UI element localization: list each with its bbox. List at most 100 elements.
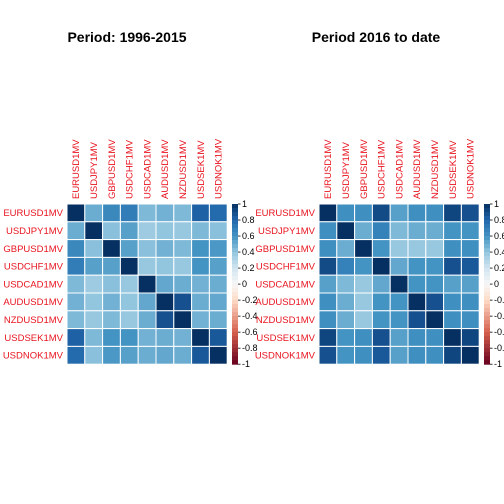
column-label: USDNOK1MV: [466, 138, 477, 199]
heatmap-cell: [155, 292, 175, 312]
heatmap-cell: [407, 328, 427, 347]
heatmap-cell: [208, 203, 228, 223]
heatmap-cell: [119, 256, 139, 276]
colorbar-segment: [232, 336, 238, 341]
heatmap-cell: [119, 292, 139, 312]
colorbar-segment: [484, 244, 490, 249]
heatmap-cell: [336, 274, 356, 294]
colorbar-segment: [484, 312, 490, 317]
heatmap-cell: [208, 221, 228, 241]
colorbar-tick-label: 0.2: [494, 263, 504, 273]
heatmap-cell: [336, 221, 356, 241]
colorbar-tick-label: 0.2: [242, 263, 255, 273]
heatmap-cell: [354, 274, 373, 294]
colorbar-segment: [232, 328, 238, 333]
heatmap-cell: [102, 203, 121, 223]
heatmap-cell: [66, 221, 86, 241]
row-label: USDCAD1MV: [255, 279, 315, 290]
heatmap-cell: [318, 292, 338, 312]
heatmap-cell: [155, 239, 175, 258]
heatmap-cell: [84, 328, 104, 347]
heatmap-cell: [208, 345, 228, 365]
heatmap-cell: [425, 203, 445, 223]
heatmap-cell: [336, 203, 356, 223]
heatmap-cell: [155, 345, 175, 365]
colorbar-segment: [232, 228, 238, 233]
heatmap-cell: [191, 345, 210, 365]
heatmap-cell: [102, 274, 121, 294]
heatmap-cell: [460, 239, 480, 258]
colorbar-segment: [232, 324, 238, 329]
heatmap-cell: [389, 292, 409, 312]
heatmap-cell: [137, 239, 157, 258]
heatmap-cell: [66, 203, 86, 223]
heatmap-cell: [102, 221, 121, 241]
colorbar-segment: [232, 320, 238, 325]
colorbar-segment: [484, 336, 490, 341]
heatmap-cell: [191, 203, 210, 223]
heatmap-cell: [191, 292, 210, 312]
colorbar-segment: [232, 316, 238, 321]
heatmap-cell: [460, 256, 480, 276]
heatmap-cell: [66, 239, 86, 258]
colorbar-segment: [232, 292, 238, 297]
colorbar-segment: [484, 276, 490, 281]
heatmap-cell: [191, 310, 210, 330]
colorbar-segment: [232, 296, 238, 301]
colorbar-segment: [232, 232, 238, 237]
row-label: USDSEK1MV: [256, 333, 315, 344]
heatmap-cell: [119, 310, 139, 330]
heatmap-cell: [425, 274, 445, 294]
colorbar-segment: [484, 300, 490, 305]
colorbar-segment: [232, 312, 238, 317]
colorbar-segment: [232, 244, 238, 249]
colorbar-segment: [484, 272, 490, 277]
colorbar-segment: [232, 272, 238, 277]
colorbar-tick-label: -0.6: [242, 327, 258, 337]
row-label: USDNOK1MV: [255, 351, 316, 362]
colorbar-segment: [232, 308, 238, 313]
heatmap-cell: [336, 292, 356, 312]
colorbar-segment: [232, 300, 238, 305]
colorbar-tick-label: -1: [242, 359, 250, 369]
heatmap-cell: [66, 310, 86, 330]
colorbar-segment: [484, 208, 490, 213]
column-label: NZDUSD1MV: [430, 139, 441, 199]
colorbar-segment: [232, 304, 238, 309]
colorbar-segment: [484, 204, 490, 209]
heatmap-cell: [84, 274, 104, 294]
colorbar-segment: [232, 344, 238, 349]
heatmap-cell: [336, 345, 356, 365]
row-label: GBPUSD1MV: [3, 244, 63, 255]
column-label: USDSEK1MV: [448, 140, 459, 199]
heatmap-cell: [389, 310, 409, 330]
heatmap-cell: [119, 221, 139, 241]
column-label: USDJPY1MV: [89, 141, 100, 199]
heatmap-cell: [460, 221, 480, 241]
heatmap-cell: [371, 345, 391, 365]
heatmap-cell: [66, 256, 86, 276]
heatmap-cell: [137, 345, 157, 365]
colorbar-segment: [484, 292, 490, 297]
colorbar-segment: [232, 252, 238, 257]
heatmap-cell: [443, 274, 462, 294]
colorbar-segment: [484, 348, 490, 353]
heatmap-cell: [155, 310, 175, 330]
heatmap-cell: [102, 292, 121, 312]
heatmap-cell: [173, 239, 193, 258]
colorbar-segment: [232, 332, 238, 337]
heatmap-cell: [407, 256, 427, 276]
heatmap-cell: [389, 274, 409, 294]
heatmap-cell: [389, 328, 409, 347]
heatmap-cell: [443, 256, 462, 276]
heatmap-cell: [66, 345, 86, 365]
heatmap-cell: [119, 203, 139, 223]
heatmap-cell: [102, 256, 121, 276]
row-label: AUDUSD1MV: [3, 297, 63, 308]
colorbar-segment: [484, 228, 490, 233]
heatmap-cell: [318, 345, 338, 365]
colorbar-tick-label: -0.2: [242, 295, 258, 305]
heatmap-cell: [191, 256, 210, 276]
colorbar-segment: [232, 220, 238, 225]
